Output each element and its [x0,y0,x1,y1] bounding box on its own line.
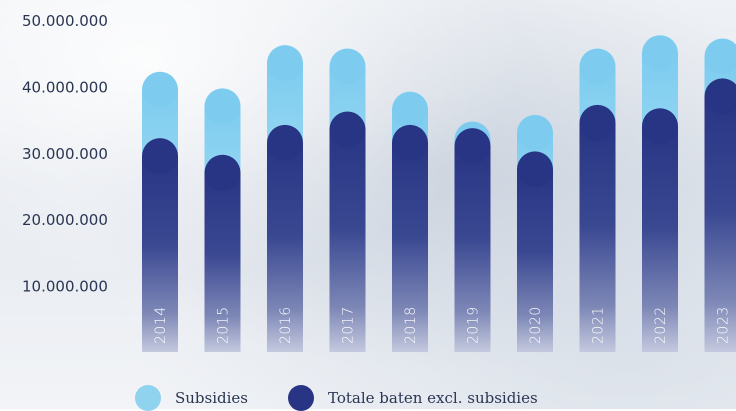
y-tick-label: 40.000.000 [22,78,108,96]
legend-label-totale-baten: Totale baten excl. subsidies [328,389,538,407]
bar-group-2017: 2017 [330,48,366,352]
subsidies-cap [205,88,241,124]
subsidies-cap [392,92,428,128]
x-tick-label: 2021 [591,306,607,344]
totale-baten-cap [205,155,241,191]
totale-baten-cap [517,151,553,187]
y-tick-label: 10.000.000 [22,278,108,296]
totale-baten-cap [455,128,491,164]
x-tick-label: 2014 [153,306,169,344]
x-tick-label: 2020 [528,306,544,344]
legend: Subsidies Totale baten excl. subsidies [135,386,578,410]
bar-group-2015: 2015 [205,88,241,352]
x-tick-label: 2018 [403,306,419,344]
totale-baten-cap [642,108,678,144]
legend-item-totale-baten: Totale baten excl. subsidies [288,385,538,411]
subsidies-cap [330,48,366,84]
x-tick-label: 2023 [716,306,732,344]
bar-group-2014: 2014 [142,72,178,352]
subsidies-cap [642,35,678,71]
bar-group-2023: 2023 [705,39,736,352]
y-tick-label: 50.000.000 [22,12,108,30]
x-tick-label: 2016 [278,306,294,344]
x-tick-label: 2022 [653,306,669,344]
subsidies-cap [142,72,178,108]
x-tick-label: 2019 [466,306,482,344]
x-tick-label: 2015 [216,306,232,344]
subsidies-cap [267,45,303,81]
legend-swatch-subsidies [135,385,161,411]
bar-group-2020: 2020 [517,115,553,352]
x-tick-label: 2017 [341,306,357,344]
totale-baten-cap [267,125,303,161]
totale-baten-cap [580,105,616,141]
totale-baten-cap [330,112,366,148]
bar-group-2018: 2018 [392,92,428,352]
legend-swatch-totale-baten [288,385,314,411]
y-tick-label: 20.000.000 [22,211,108,229]
subsidies-cap [580,48,616,84]
bar-group-2021: 2021 [580,48,616,352]
legend-item-subsidies: Subsidies [135,385,248,411]
y-tick-label: 30.000.000 [22,145,108,163]
totale-baten-cap [142,138,178,174]
legend-label-subsidies: Subsidies [175,389,248,407]
bar-group-2016: 2016 [267,45,303,352]
bar-group-2019: 2019 [455,122,491,352]
totale-baten-cap [392,125,428,161]
bar-group-2022: 2022 [642,35,678,352]
subsidies-cap [517,115,553,151]
